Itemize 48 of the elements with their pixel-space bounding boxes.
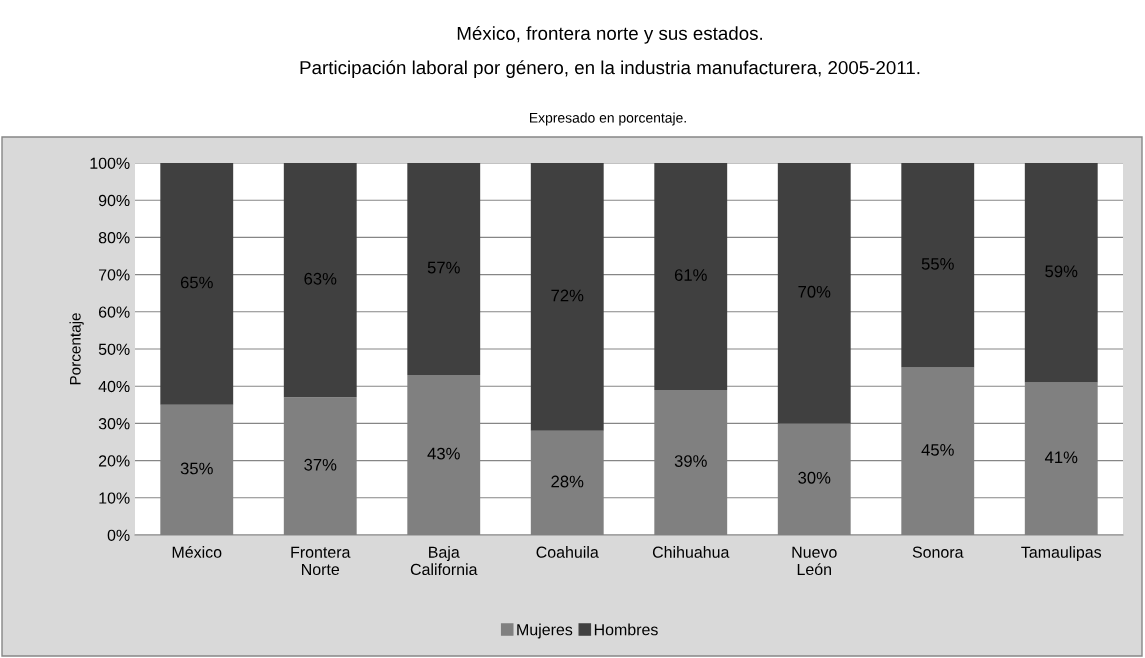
- x-tick-label: Coahuila: [536, 546, 599, 558]
- data-label: 70%: [798, 285, 831, 298]
- y-axis-title: Porcentaje: [69, 313, 84, 385]
- data-label: 65%: [180, 276, 213, 289]
- y-tick-label: 0%: [107, 529, 130, 541]
- data-label: 45%: [921, 444, 954, 456]
- data-label: 57%: [427, 261, 460, 274]
- data-label: 30%: [798, 471, 831, 484]
- x-tick-label: Nuevo León: [792, 546, 837, 576]
- y-tick-label: 80%: [98, 232, 130, 244]
- data-label: 61%: [674, 269, 707, 281]
- x-tick-label: Chihuahua: [652, 546, 730, 558]
- data-label: 63%: [304, 272, 337, 285]
- legend-label: Mujeres: [517, 623, 573, 639]
- bar: [160, 163, 234, 405]
- bar: [901, 163, 975, 368]
- x-tick-label: Tamaulipas: [1021, 546, 1102, 561]
- x-tick-label: México: [172, 545, 222, 558]
- x-tick-label: Sonora: [912, 546, 964, 558]
- y-tick-label: 20%: [98, 455, 130, 467]
- y-tick-label: 100%: [90, 157, 130, 169]
- data-label: 43%: [427, 447, 460, 460]
- y-tick-label: 60%: [98, 306, 130, 318]
- y-tick-label: 30%: [98, 418, 130, 430]
- data-label: 37%: [304, 458, 337, 471]
- bar: [407, 163, 481, 376]
- data-label: 72%: [551, 289, 584, 302]
- y-tick-label: 10%: [99, 492, 130, 504]
- data-label: 55%: [921, 258, 954, 270]
- chart-subtitle: Expresado en porcentaje.: [530, 112, 686, 126]
- chart-title: México, frontera norte y sus estados. Participación laboral por género, en la industria manufacturera, 2005-2011.: [300, 26, 920, 78]
- y-tick-label: 50%: [98, 343, 130, 355]
- legend-label: Hombres: [594, 623, 658, 636]
- data-label: 41%: [1044, 451, 1078, 464]
- y-tick-label: 70%: [98, 269, 130, 281]
- bar: [1024, 163, 1098, 383]
- y-tick-label: 40%: [98, 380, 130, 393]
- data-label: 59%: [1045, 265, 1078, 278]
- bar: [654, 163, 728, 390]
- data-label: 28%: [551, 475, 584, 488]
- x-tick-label: Baja California: [410, 546, 478, 576]
- data-label: 39%: [674, 455, 707, 467]
- bar: [777, 163, 851, 424]
- bar: [530, 163, 604, 431]
- data-label: 35%: [180, 462, 213, 475]
- bar: [283, 163, 357, 398]
- y-tick-label: 90%: [98, 194, 130, 207]
- x-tick-label: Frontera Norte: [291, 546, 351, 576]
